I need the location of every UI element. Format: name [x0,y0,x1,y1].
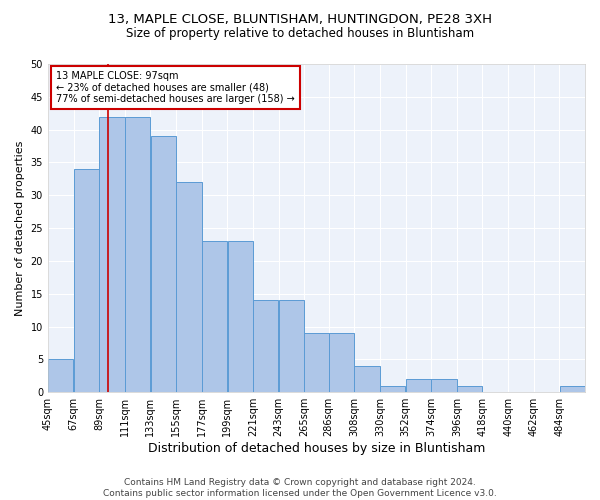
Bar [176,182,202,392]
Bar [431,379,457,392]
Bar [48,360,73,392]
Bar [100,116,125,392]
Y-axis label: Number of detached properties: Number of detached properties [15,140,25,316]
Text: 13 MAPLE CLOSE: 97sqm
← 23% of detached houses are smaller (48)
77% of semi-deta: 13 MAPLE CLOSE: 97sqm ← 23% of detached … [56,70,295,104]
Text: Contains HM Land Registry data © Crown copyright and database right 2024.
Contai: Contains HM Land Registry data © Crown c… [103,478,497,498]
Bar [227,241,253,392]
Bar [329,333,354,392]
X-axis label: Distribution of detached houses by size in Bluntisham: Distribution of detached houses by size … [148,442,485,455]
Bar [560,386,585,392]
Bar [355,366,380,392]
Bar [202,241,227,392]
Bar [253,300,278,392]
Bar [151,136,176,392]
Bar [457,386,482,392]
Text: 13, MAPLE CLOSE, BLUNTISHAM, HUNTINGDON, PE28 3XH: 13, MAPLE CLOSE, BLUNTISHAM, HUNTINGDON,… [108,12,492,26]
Bar [380,386,406,392]
Bar [304,333,329,392]
Text: Size of property relative to detached houses in Bluntisham: Size of property relative to detached ho… [126,28,474,40]
Bar [125,116,150,392]
Bar [406,379,431,392]
Bar [279,300,304,392]
Bar [74,169,99,392]
